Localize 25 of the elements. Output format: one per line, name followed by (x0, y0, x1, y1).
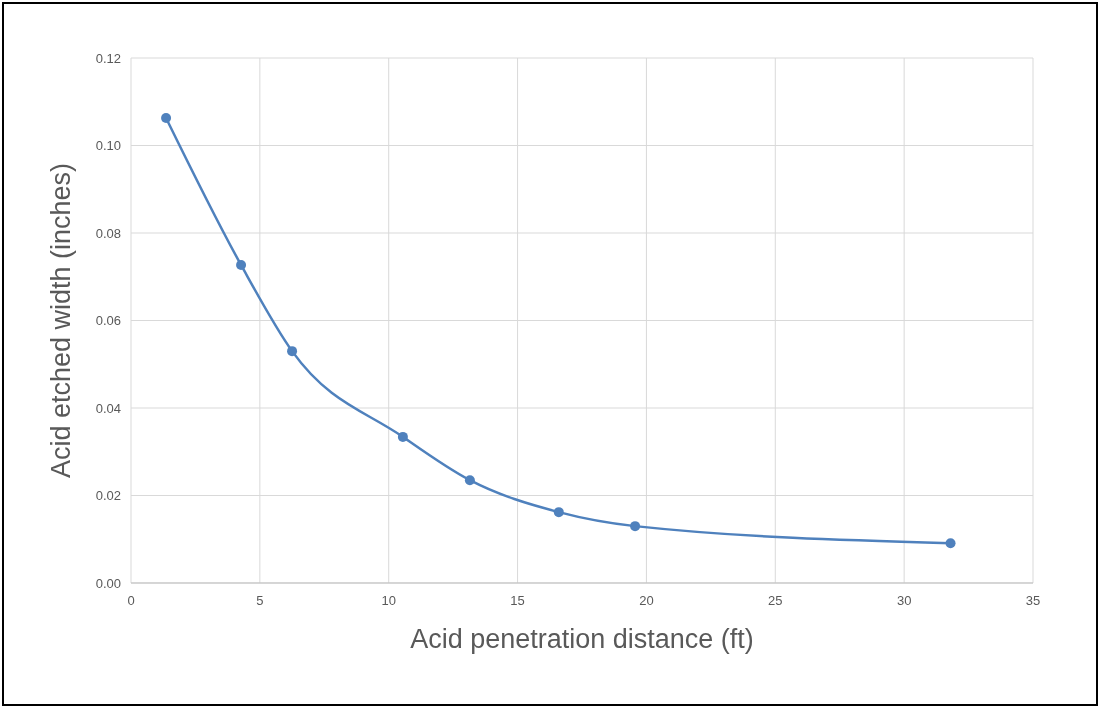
x-tick-label: 5 (256, 593, 264, 608)
point (553, 507, 564, 518)
x-axis-title: Acid penetration distance (ft) (410, 624, 754, 654)
y-tick-label: 0.12 (95, 50, 121, 66)
point (161, 112, 172, 123)
y-tick-label: 0.04 (95, 400, 121, 416)
y-tick-label: 0.08 (95, 225, 121, 241)
point (236, 259, 247, 270)
x-tick-label: 35 (1025, 593, 1041, 608)
y-axis-title: Acid etched width (inches) (46, 162, 76, 479)
y-tick-label: 0.06 (95, 313, 121, 329)
point (630, 521, 641, 532)
x-tick-label: 0 (127, 593, 135, 608)
x-tick-label: 15 (510, 593, 525, 608)
point (287, 346, 298, 357)
x-tick-label: 20 (639, 593, 654, 608)
x-tick-label: 10 (381, 593, 396, 608)
point (464, 475, 475, 486)
point (397, 431, 408, 442)
point (945, 538, 956, 549)
x-tick-label: 30 (896, 593, 912, 608)
y-tick-label: 0.02 (95, 488, 121, 504)
y-tick-label: 0.10 (95, 138, 121, 154)
y-tick-label: 0.00 (95, 575, 121, 591)
x-tick-label: 25 (768, 593, 783, 608)
